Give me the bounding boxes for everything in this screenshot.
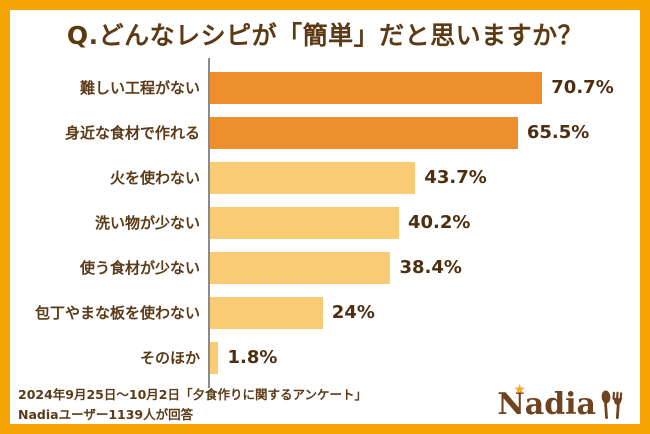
value-label: 24% [331,302,375,323]
bar-area: 40.2% [208,206,622,239]
bar-chart: 難しい工程がない 70.7% 身近な食材で作れる 65.5% 火を使わない 43.7% 洗い… [18,58,622,388]
bar [210,161,416,194]
bar-row: 難しい工程がない 70.7% [18,65,622,110]
category-label: そのほか [139,349,200,367]
bar [210,116,518,149]
category-label: 火を使わない [109,169,200,187]
value-label: 1.8% [227,347,278,368]
bar-row: そのほか 1.8% [18,335,622,380]
bar [210,296,323,329]
bar-area: 24% [208,296,622,329]
survey-respondents: Nadiaユーザー1139人が回答 [18,407,194,422]
bar-row: 洗い物が少ない 40.2% [18,200,622,245]
bar-row: 火を使わない 43.7% [18,155,622,200]
nadia-logo-text: Nadia [497,387,596,422]
category-label: 包丁やまな板を使わない [34,304,200,322]
star-icon: ★ [513,382,526,398]
value-label: 65.5% [526,122,590,143]
bar-row: 身近な食材で作れる 65.5% [18,110,622,155]
bar-area: 38.4% [208,251,622,284]
value-label: 40.2% [407,212,471,233]
bar-row: 包丁やまな板を使わない 24% [18,290,622,335]
bar-rows: 難しい工程がない 70.7% 身近な食材で作れる 65.5% 火を使わない 43.7% 洗い… [18,65,622,380]
bar-area: 1.8% [208,341,622,374]
bar-area: 43.7% [208,161,622,194]
chart-title: Q.どんなレシピが「簡単」だと思いますか？ [66,21,584,50]
value-label: 38.4% [399,257,462,278]
survey-notes: 2024年9月25日～10月2日「夕食作りに関するアンケート」 Nadiaユーザ… [18,385,367,424]
category-label: 洗い物が少ない [94,214,200,232]
bar-area: 65.5% [208,116,622,149]
y-axis-line [208,58,210,388]
category-label: 難しい工程がない [79,79,200,97]
footer: 2024年9月25日～10月2日「夕食作りに関するアンケート」 Nadiaユーザ… [18,383,626,424]
value-label: 70.7% [551,77,614,98]
bar [210,251,391,284]
bar [210,206,399,239]
bar [210,71,543,104]
bar-row: 使う食材が少ない 38.4% [18,245,622,290]
nadia-logo: ★ Nadia [497,383,626,422]
category-label: 使う食材が少ない [79,259,200,277]
survey-period: 2024年9月25日～10月2日「夕食作りに関するアンケート」 [18,387,367,402]
spoon-fork-icon [601,390,623,420]
category-label: 身近な食材で作れる [64,124,200,142]
bar [210,341,219,374]
bar-area: 70.7% [208,71,622,104]
value-label: 43.7% [424,167,487,188]
